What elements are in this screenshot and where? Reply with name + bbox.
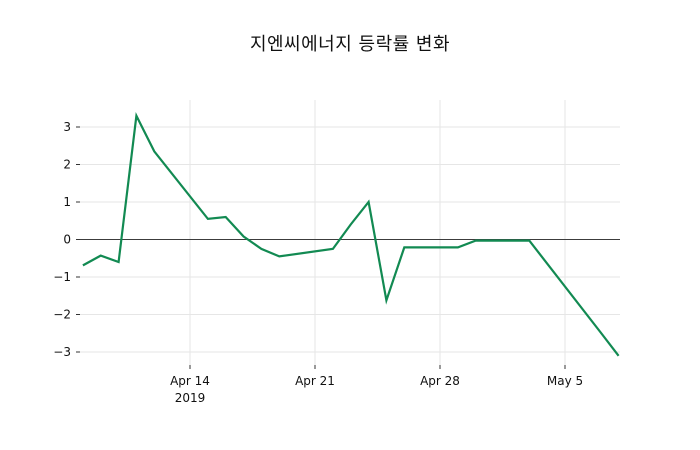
y-tick-label: 2 xyxy=(63,158,71,172)
y-tick-label: −3 xyxy=(53,345,71,359)
y-tick-label: 0 xyxy=(63,233,71,247)
x-tick-label: May 5 xyxy=(547,374,583,388)
x-tick-sublabel: 2019 xyxy=(175,391,206,405)
x-tick-label: Apr 14 xyxy=(170,374,210,388)
x-tick-label: Apr 28 xyxy=(420,374,460,388)
y-tick-label: 1 xyxy=(63,195,71,209)
x-tick-label: Apr 21 xyxy=(295,374,335,388)
y-tick-label: −1 xyxy=(53,270,71,284)
chart-title: 지엔씨에너지 등락률 변화 xyxy=(249,34,451,55)
y-tick-label: −2 xyxy=(53,308,71,322)
y-tick-label: 3 xyxy=(63,120,71,134)
data-line-series xyxy=(82,112,620,357)
